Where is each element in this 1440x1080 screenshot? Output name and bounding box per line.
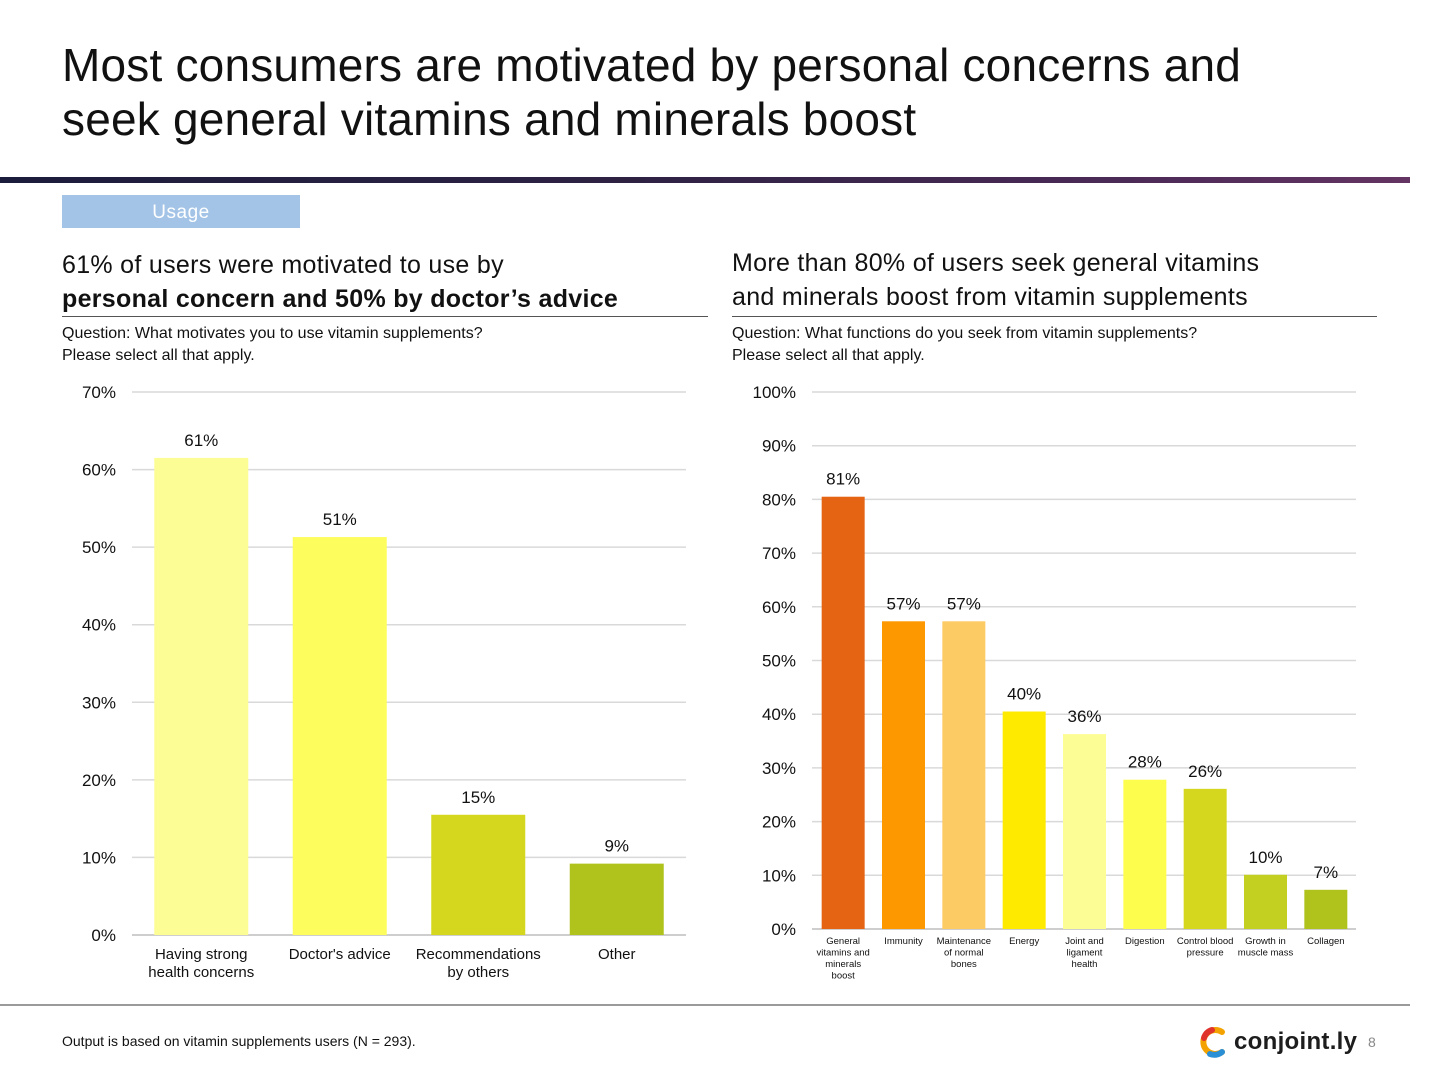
category-label: Growth in: [1245, 936, 1286, 947]
data-label: 10%: [1248, 848, 1282, 867]
bar: [1002, 711, 1046, 929]
right-chart: 0% 10% 20% 30% 40% 50% 60% 70% 80% 90% 100% 81% Gene…: [753, 383, 1356, 982]
category-label: Digestion: [1125, 936, 1165, 947]
left-chart: 0% 10% 20% 30% 40% 50% 60% 70% 61% Having strongh…: [82, 383, 686, 981]
bar: [1304, 889, 1348, 929]
category-label: of normal: [944, 948, 984, 959]
category-label: Joint and: [1065, 936, 1104, 947]
y-tick-label: 30%: [762, 759, 796, 778]
y-tick-label: 10%: [762, 866, 796, 885]
data-label: 26%: [1188, 762, 1222, 781]
right-heading: More than 80% of users seek general vita…: [732, 246, 1392, 314]
data-label: 81%: [826, 470, 860, 489]
conjoint-logo-icon: [1200, 1027, 1225, 1058]
data-label: 15%: [461, 788, 495, 807]
y-tick-label: 50%: [82, 538, 116, 557]
y-tick-label: 40%: [762, 705, 796, 724]
category-label: pressure: [1187, 948, 1224, 959]
category-label: boost: [832, 971, 856, 982]
data-label: 7%: [1314, 863, 1339, 882]
data-label: 51%: [323, 510, 357, 529]
category-label: muscle mass: [1238, 948, 1294, 959]
left-heading-line-2: personal concern and 50% by doctor’s adv…: [62, 282, 712, 316]
category-label: General: [826, 936, 860, 947]
data-label: 40%: [1007, 685, 1041, 704]
data-label: 61%: [184, 431, 218, 450]
y-tick-label: 60%: [82, 461, 116, 480]
category-label: Control blood: [1177, 936, 1234, 947]
footer-divider: [0, 1004, 1410, 1006]
category-label: Maintenance: [937, 936, 991, 947]
left-heading: 61% of users were motivated to use by pe…: [62, 248, 712, 316]
slide-title: Most consumers are motivated by personal…: [62, 38, 1402, 146]
left-question-line-2: Please select all that apply.: [62, 347, 255, 364]
y-tick-label: 20%: [82, 771, 116, 790]
category-label: Having strong: [155, 946, 248, 963]
y-tick-label: 50%: [762, 652, 796, 671]
y-tick-label: 0%: [771, 920, 796, 939]
bar: [1063, 734, 1106, 929]
category-label: ligament: [1067, 948, 1103, 959]
category-label: Collagen: [1307, 936, 1345, 947]
footnote: Output is based on vitamin supplements u…: [62, 1033, 416, 1049]
bar: [292, 537, 387, 935]
category-label: health concerns: [148, 964, 254, 981]
category-label: health: [1072, 959, 1098, 970]
category-label: bones: [951, 959, 977, 970]
data-label: 36%: [1067, 707, 1101, 726]
bar: [1244, 874, 1287, 929]
bar: [1183, 788, 1227, 929]
bar: [569, 863, 664, 935]
category-label: Recommendations: [416, 946, 541, 963]
brand-logo: conjoint.ly: [1200, 1025, 1357, 1059]
y-tick-label: 100%: [753, 383, 796, 402]
category-label: Energy: [1009, 936, 1039, 947]
y-tick-label: 90%: [762, 437, 796, 456]
y-tick-label: 80%: [762, 490, 796, 509]
data-label: 57%: [886, 594, 920, 613]
bar: [942, 621, 986, 929]
category-label: Doctor's advice: [289, 946, 391, 963]
y-tick-label: 70%: [82, 383, 116, 402]
y-tick-label: 30%: [82, 693, 116, 712]
data-label: 57%: [947, 594, 981, 613]
left-heading-line-1: 61% of users were motivated to use by: [62, 251, 504, 279]
right-question-line-1: Question: What functions do you seek fro…: [732, 325, 1198, 342]
y-tick-label: 20%: [762, 813, 796, 832]
y-tick-label: 60%: [762, 598, 796, 617]
category-label: Immunity: [884, 936, 923, 947]
category-label: by others: [447, 964, 509, 981]
y-tick-label: 70%: [762, 544, 796, 563]
bar: [154, 457, 249, 935]
category-label: vitamins and: [816, 948, 869, 959]
data-label: 9%: [604, 837, 629, 856]
left-question-line-1: Question: What motivates you to use vita…: [62, 325, 483, 342]
y-tick-label: 10%: [82, 848, 116, 867]
left-heading-bold: personal concern and 50% by doctor’s adv…: [62, 285, 619, 313]
category-label: minerals: [825, 959, 861, 970]
y-tick-label: 0%: [91, 926, 116, 945]
left-heading-rule: [62, 316, 708, 317]
bar: [1123, 779, 1167, 929]
slide-title-line-2: seek general vitamins and minerals boost: [62, 93, 917, 145]
slide-title-line-1: Most consumers are motivated by personal…: [62, 39, 1242, 91]
category-label: Other: [598, 946, 636, 963]
title-divider: [0, 177, 1410, 183]
logo-text: conjoint.ly: [1234, 1028, 1358, 1055]
right-heading-line-1: More than 80% of users seek general vita…: [732, 249, 1260, 277]
right-question-line-2: Please select all that apply.: [732, 347, 925, 364]
page-number: 8: [1368, 1034, 1376, 1050]
bar: [431, 814, 526, 935]
bar: [821, 496, 865, 929]
right-question: Question: What functions do you seek fro…: [732, 323, 1392, 367]
left-question: Question: What motivates you to use vita…: [62, 323, 712, 367]
right-heading-rule: [732, 316, 1377, 317]
data-label: 28%: [1128, 753, 1162, 772]
bar: [882, 621, 925, 929]
section-tag: Usage: [62, 195, 300, 228]
right-heading-line-2: and minerals boost from vitamin suppleme…: [732, 283, 1248, 311]
y-tick-label: 40%: [82, 616, 116, 635]
